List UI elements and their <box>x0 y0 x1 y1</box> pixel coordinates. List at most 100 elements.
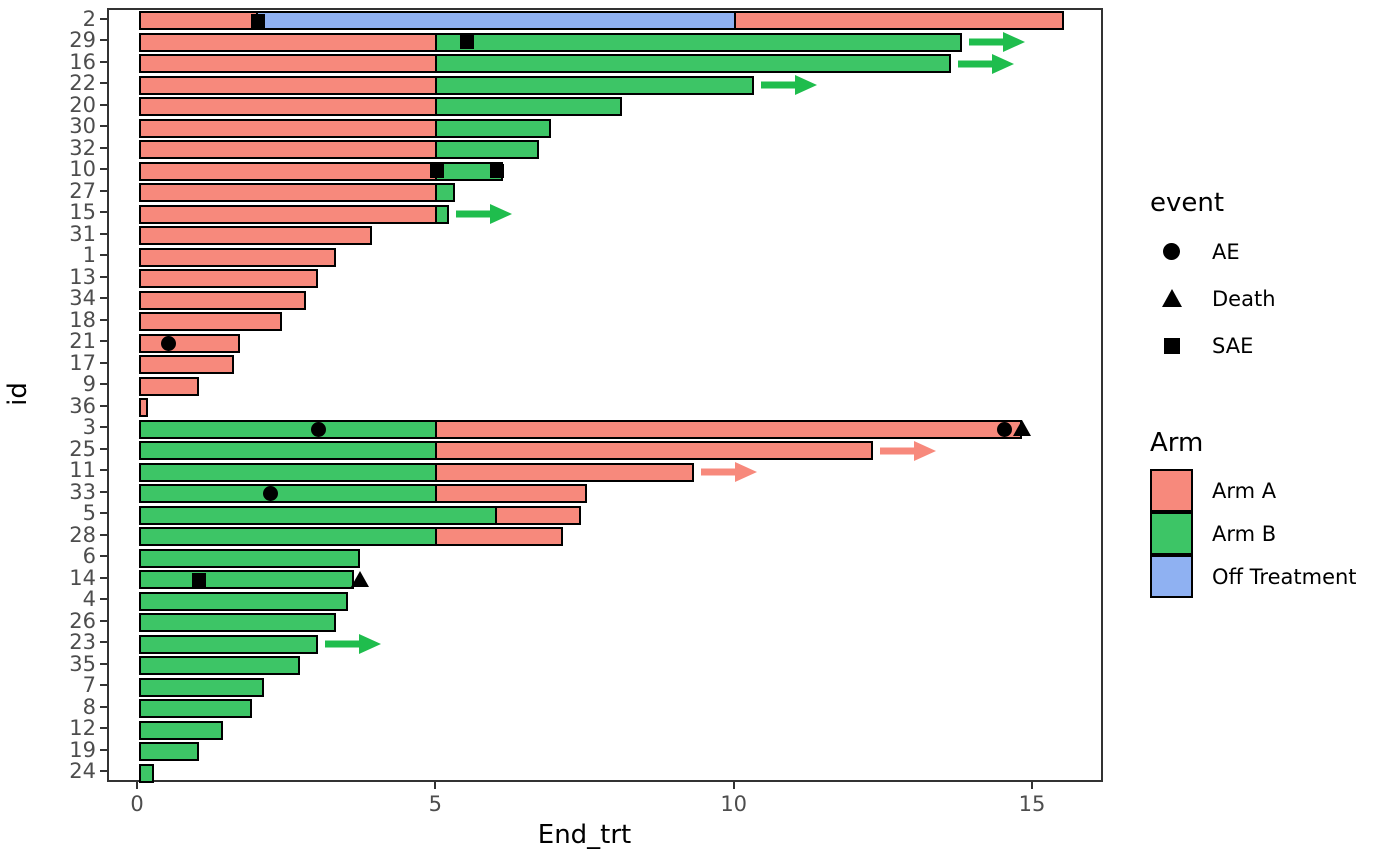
bar-segment-arm-b <box>435 75 754 95</box>
swimmer-row <box>109 10 1101 32</box>
swimmer-row <box>109 397 1101 419</box>
bar-segment-arm-b <box>139 634 318 654</box>
bar-segment-arm-b <box>139 613 336 633</box>
swimmer-row <box>109 354 1101 376</box>
swimmer-row <box>109 96 1101 118</box>
y-tick-label: 8 <box>82 694 96 719</box>
y-tick-mark <box>100 662 107 665</box>
y-tick-label: 25 <box>69 436 96 461</box>
y-tick-label: 15 <box>69 200 96 225</box>
y-tick-mark <box>100 490 107 493</box>
y-tick-label: 9 <box>82 372 96 397</box>
y-tick-label: 18 <box>69 307 96 332</box>
y-tick-mark <box>100 576 107 579</box>
x-tick-label: 5 <box>428 792 443 816</box>
sae-marker <box>251 13 266 28</box>
bar-segment-arm-a <box>139 333 241 353</box>
legend-event-label: SAE <box>1212 334 1254 358</box>
y-tick-mark <box>100 125 107 128</box>
y-tick-mark <box>100 727 107 730</box>
swimmer-row <box>109 720 1101 742</box>
bar-segment-arm-b <box>139 441 438 461</box>
y-tick-label: 35 <box>69 651 96 676</box>
y-tick-mark <box>100 598 107 601</box>
ongoing-arrow <box>700 462 757 483</box>
death-marker <box>1013 420 1032 437</box>
ae-marker <box>161 335 177 351</box>
y-tick-mark <box>100 168 107 171</box>
x-tick-mark <box>732 782 735 789</box>
y-tick-label: 24 <box>69 759 96 784</box>
y-tick-mark <box>100 770 107 773</box>
bar-segment-arm-b <box>139 591 348 611</box>
swimmer-row <box>109 139 1101 161</box>
y-tick-label: 7 <box>82 673 96 698</box>
x-tick-mark <box>1031 782 1034 789</box>
bar-segment-arm-b <box>139 527 438 547</box>
legend-death-triangle-icon <box>1162 289 1182 307</box>
y-tick-label: 34 <box>69 286 96 311</box>
ongoing-arrow <box>957 53 1014 74</box>
y-tick-mark <box>100 361 107 364</box>
y-tick-mark <box>100 619 107 622</box>
x-tick-label: 15 <box>1018 792 1046 816</box>
swimmer-row <box>109 483 1101 505</box>
bar-segment-arm-a <box>139 183 438 203</box>
swimmer-row <box>109 290 1101 312</box>
legend-arm-label: Off Treatment <box>1212 564 1357 589</box>
legend-arm-title: Arm <box>1150 428 1204 458</box>
swimmer-row <box>109 118 1101 140</box>
y-tick-label: 29 <box>69 28 96 53</box>
bar-segment-arm-a <box>139 11 259 31</box>
y-tick-label: 30 <box>69 114 96 139</box>
swimmer-row <box>109 526 1101 548</box>
swimmer-row <box>109 225 1101 247</box>
bar-segment-arm-b <box>139 484 438 504</box>
bar-segment-arm-a <box>139 97 438 117</box>
swimmer-row <box>109 419 1101 441</box>
y-tick-label: 12 <box>69 716 96 741</box>
swimmer-row <box>109 32 1101 54</box>
y-tick-mark <box>100 318 107 321</box>
bar-segment-arm-b <box>139 462 438 482</box>
y-tick-label: 22 <box>69 71 96 96</box>
plot-panel <box>107 8 1103 783</box>
y-tick-label: 27 <box>69 178 96 203</box>
bar-segment-arm-b <box>435 140 539 160</box>
y-tick-mark <box>100 555 107 558</box>
x-tick-label: 0 <box>130 792 144 816</box>
y-tick-mark <box>100 39 107 42</box>
ae-marker <box>996 421 1012 437</box>
y-tick-mark <box>100 60 107 63</box>
bar-segment-arm-b <box>139 677 265 697</box>
y-tick-label: 1 <box>82 243 96 268</box>
y-tick-mark <box>100 426 107 429</box>
ongoing-arrow <box>969 32 1026 53</box>
swimmer-row <box>109 505 1101 527</box>
bar-segment-arm-a <box>139 204 438 224</box>
bar-segment-arm-b <box>139 570 354 590</box>
x-tick-mark <box>136 782 138 789</box>
bar-segment-arm-b <box>139 742 199 762</box>
y-tick-label: 32 <box>69 135 96 160</box>
bar-segment-arm-b <box>435 54 951 74</box>
bar-segment-arm-a <box>139 226 372 246</box>
bar-segment-arm-a <box>139 75 438 95</box>
y-tick-mark <box>100 189 107 192</box>
bar-segment-arm-a <box>139 140 438 160</box>
swimmer-row <box>109 612 1101 634</box>
bar-segment-arm-b <box>435 183 456 203</box>
swimmer-row <box>109 376 1101 398</box>
swimmer-row <box>109 204 1101 226</box>
bar-segment-arm-a <box>495 505 581 525</box>
bar-segment-arm-b <box>139 699 253 719</box>
bar-segment-arm-b <box>435 32 963 52</box>
bar-segment-arm-b <box>139 720 223 740</box>
y-tick-label: 2 <box>82 6 96 31</box>
bar-segment-arm-a <box>435 462 694 482</box>
bar-segment-arm-a <box>139 32 438 52</box>
sae-marker <box>430 164 445 179</box>
y-tick-mark <box>100 705 107 708</box>
bar-segment-arm-a <box>139 398 148 418</box>
y-tick-label: 19 <box>69 737 96 762</box>
